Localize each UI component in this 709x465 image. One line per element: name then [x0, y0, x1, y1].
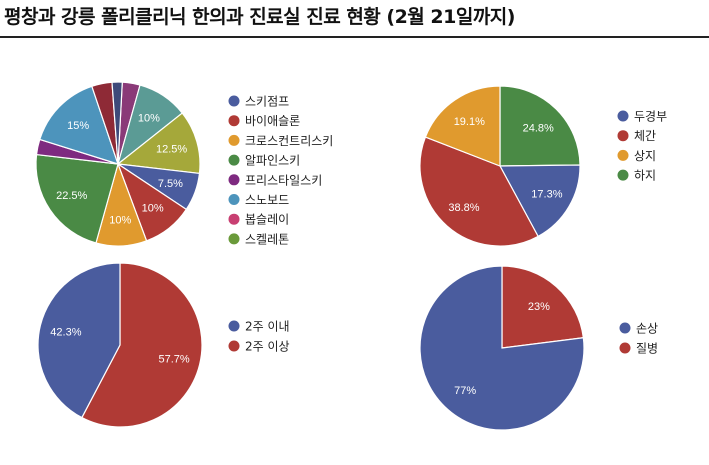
slice-data-label: 12.5% [156, 144, 187, 156]
pie-slice [38, 85, 119, 165]
slice-data-label: 23% [528, 301, 550, 313]
legend-item: 2주 이상 [228, 340, 290, 354]
slice-data-label: 10% [138, 113, 160, 125]
legend-label: 크로스컨트리스키 [245, 134, 333, 148]
pie-slice [501, 265, 585, 349]
slice-data-label: 24.8% [523, 122, 554, 134]
slice-data-label: 10% [109, 215, 131, 227]
legend-marker [228, 213, 240, 225]
legend-label: 손상 [636, 322, 658, 336]
legend-label: 질병 [636, 342, 658, 356]
legend-item: 2주 이내 [228, 320, 290, 334]
chart-treatment-duration-svg: 57.7% 42.3% 2주 이내 2주 이상 [37, 262, 290, 428]
legend-label: 두경부 [634, 110, 667, 124]
legend-label: 2주 이내 [245, 320, 290, 334]
legend-label: 바이애슬론 [245, 114, 300, 128]
pie-slice [499, 85, 581, 167]
legend-item: 질병 [619, 342, 658, 356]
pie-slice [37, 262, 121, 419]
pie-slice [81, 262, 203, 428]
legend-item: 봅슬레이 [228, 213, 289, 227]
legend-marker [228, 95, 240, 107]
title-divider [0, 36, 709, 38]
pie-slice [111, 81, 123, 165]
slice-data-label: 17.3% [531, 189, 562, 201]
pie-slice [424, 85, 501, 167]
slice-data-label: 7.5% [158, 178, 183, 190]
legend-label: 체간 [634, 129, 656, 143]
slice-data-label: 57.7% [158, 353, 189, 365]
legend-item: 크로스컨트리스키 [228, 134, 333, 148]
pie-slice [498, 164, 581, 238]
legend-marker [228, 115, 240, 127]
chart-treatment-duration: 57.7% 42.3% 2주 이내 2주 이상 [0, 258, 360, 465]
legend-marker [619, 322, 631, 334]
legend-marker [228, 134, 240, 146]
pie-slice [419, 136, 539, 247]
legend-marker [228, 174, 240, 186]
legend-label: 2주 이상 [245, 340, 290, 354]
legend-label: 봅슬레이 [245, 213, 289, 227]
legend-marker [228, 340, 240, 352]
legend-item: 알파인스키 [228, 154, 300, 168]
legend-label: 프리스타일스키 [245, 173, 322, 187]
legend-marker [228, 320, 240, 332]
legend-marker [228, 154, 240, 166]
slice-data-label: 77% [454, 385, 476, 397]
legend-item: 상지 [617, 149, 656, 163]
legend-label: 스노보드 [245, 193, 289, 207]
legend-marker [228, 233, 240, 245]
legend-item: 스키점프 [228, 95, 289, 109]
legend-label: 스키점프 [245, 95, 289, 109]
slice-data-label: 19.1% [454, 116, 485, 128]
legend-item: 스노보드 [228, 193, 289, 207]
slice-data-label: 15% [67, 120, 89, 132]
legend-item: 두경부 [617, 110, 667, 124]
legend-item: 하지 [617, 169, 656, 183]
legend-item: 바이애슬론 [228, 114, 300, 128]
legend-item: 스켈레톤 [228, 232, 289, 246]
legend-marker [228, 194, 240, 205]
legend-label: 상지 [634, 149, 656, 163]
pie-slice [116, 112, 201, 175]
slice-data-label: 42.3% [50, 327, 81, 339]
legend-label: 알파인스키 [245, 154, 300, 168]
legend-marker [617, 110, 629, 122]
legend-item: 체간 [617, 129, 656, 143]
chart-sport-distribution-svg: 10% 12.5% 7.5% 10% 10% 22.5% 15% 스키점프바이애슬론크로스컨트… [35, 81, 333, 247]
slice-data-label: 10% [142, 203, 164, 215]
legend-label: 하지 [634, 169, 656, 183]
legend-marker [617, 169, 629, 181]
legend-item: 프리스타일스키 [228, 173, 322, 187]
slice-data-label: 22.5% [56, 190, 87, 202]
legend-marker [617, 149, 629, 161]
legend-marker [617, 130, 629, 142]
legend-item: 손상 [619, 322, 658, 336]
legend-marker [619, 342, 631, 354]
legend-label: 스켈레톤 [245, 232, 289, 246]
pie-slice [419, 265, 585, 431]
page-title: 평창과 강릉 폴리클리닉 한의과 진료실 진료 현황 (2월 21일까지) [4, 6, 515, 28]
pie-slice [35, 153, 119, 244]
slice-data-label: 38.8% [448, 202, 479, 214]
